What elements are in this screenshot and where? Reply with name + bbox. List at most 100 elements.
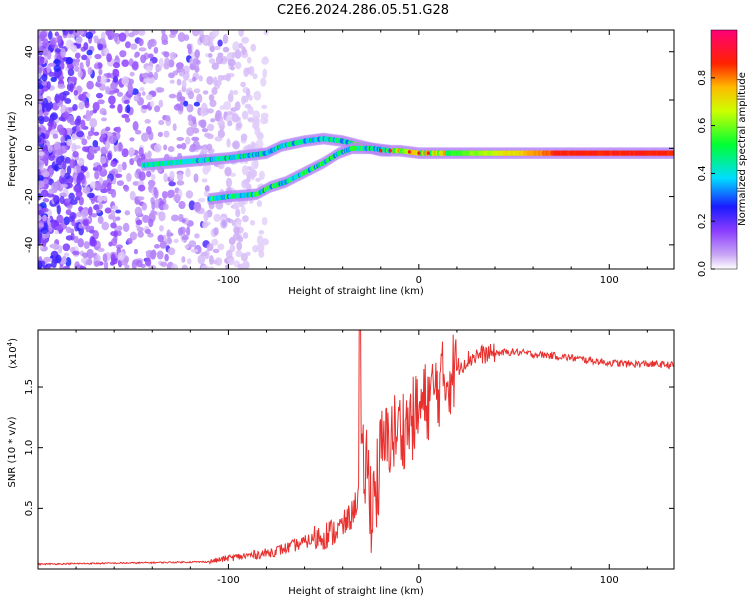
noise-cell (234, 101, 241, 111)
noise-cell (222, 34, 229, 44)
noise-cell (89, 118, 98, 128)
noise-cell (77, 172, 85, 181)
noise-cell (108, 95, 116, 105)
noise-cell (213, 213, 221, 222)
noise-cell (263, 56, 268, 61)
y-tick-label: 1.5 (24, 379, 35, 395)
noise-cell (235, 208, 241, 218)
noise-cell (50, 221, 57, 229)
noise-cell (81, 94, 87, 103)
noise-cell (38, 40, 42, 48)
noise-cell (207, 123, 215, 132)
noise-cell (186, 226, 191, 237)
noise-cell (48, 71, 55, 77)
noise-cell (200, 265, 209, 269)
noise-cell (110, 81, 117, 90)
noise-cell (117, 103, 123, 114)
noise-cell (241, 95, 246, 105)
noise-cell (245, 88, 251, 98)
noise-cell (233, 226, 240, 235)
y-tick-label: 1.0 (24, 440, 35, 456)
noise-cell (76, 125, 81, 132)
y-tick-label: -20 (24, 188, 35, 204)
noise-cell (48, 168, 54, 174)
noise-cell (73, 89, 78, 96)
noise-cell (62, 90, 70, 96)
noise-cell (144, 119, 151, 124)
noise-cell (48, 188, 54, 195)
noise-cell (187, 90, 195, 100)
noise-cell (94, 170, 100, 180)
noise-cell (64, 198, 72, 203)
noise-cell (252, 73, 258, 80)
snr-series-line (38, 330, 674, 566)
y-tick-label: 40 (24, 45, 35, 58)
noise-cell (127, 85, 134, 95)
colorbar-tick-label: 0.6 (697, 118, 708, 134)
noise-cell (129, 231, 138, 241)
noise-cell (210, 118, 216, 123)
noise-cell (168, 59, 175, 68)
noise-cell (154, 105, 161, 113)
noise-cell (38, 88, 42, 98)
noise-cell (177, 32, 186, 43)
noise-cell (217, 119, 225, 127)
noise-cell (59, 216, 64, 224)
noise-cell (121, 59, 130, 68)
noise-cell (76, 42, 82, 49)
track-peak (388, 148, 392, 153)
noise-cell (116, 91, 124, 97)
noise-cell (214, 257, 223, 266)
noise-cell (137, 230, 144, 238)
noise-cell (60, 136, 66, 144)
noise-cell (41, 207, 49, 213)
noise-cell (102, 253, 108, 263)
noise-cell (227, 120, 233, 127)
noise-cell (229, 89, 234, 96)
noise-cell (43, 111, 48, 117)
noise-cell (158, 57, 164, 68)
noise-cell (217, 129, 226, 139)
noise-cell (45, 257, 53, 262)
noise-cell (169, 79, 175, 84)
noise-cell (141, 91, 146, 96)
noise-cell (252, 110, 261, 121)
noise-cell (47, 50, 52, 60)
noise-cell (82, 186, 91, 194)
noise-cell (192, 57, 200, 65)
noise-cell (123, 99, 130, 104)
noise-cell (215, 55, 224, 65)
spectrogram-frame (37, 29, 675, 270)
noise-cell (227, 58, 236, 67)
x-tick-label: 0 (416, 275, 422, 286)
y-tick-label: -40 (24, 237, 35, 253)
noise-cell (96, 75, 102, 83)
noise-cell (153, 46, 159, 54)
noise-cell (115, 209, 122, 214)
noise-cell (134, 129, 142, 135)
noise-cell (251, 160, 258, 170)
noise-cell (60, 145, 68, 154)
noise-cell (260, 77, 267, 87)
colorbar-label: Normalized spectral amplitude (737, 72, 748, 226)
noise-cell (143, 78, 150, 83)
noise-cell (107, 152, 112, 161)
noise-cell (109, 104, 116, 109)
noise-cell (195, 66, 200, 73)
noise-cell (110, 231, 117, 237)
noise-cell (193, 201, 202, 212)
noise-cell (212, 248, 220, 254)
noise-cell (95, 82, 102, 88)
colorbar-tick-label: 0.2 (697, 213, 708, 229)
noise-cell (97, 99, 105, 105)
noise-cell (214, 45, 221, 51)
noise-cell (240, 133, 248, 141)
noise-cell (85, 259, 93, 265)
noise-cell (85, 224, 91, 233)
track-peak (417, 151, 421, 155)
noise-cell (38, 115, 45, 122)
track-peak (407, 150, 411, 154)
noise-cell (200, 251, 208, 257)
noise-cell (89, 181, 97, 189)
